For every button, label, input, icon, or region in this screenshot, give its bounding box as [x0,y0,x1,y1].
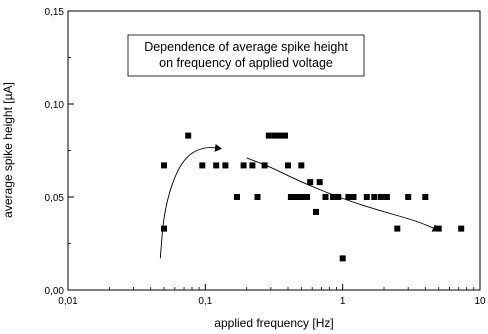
data-point [265,132,272,139]
x-axis-ticks: 0,01 0,1 1 10 [58,284,486,307]
annotation-box: Dependence of average spike height on fr… [127,34,365,77]
data-point [377,194,384,200]
trend-curve-falling [246,157,440,232]
data-point [240,162,247,169]
data-point [293,194,300,200]
x-tick-label: 0,01 [58,296,78,307]
data-point [249,162,256,169]
data-point [199,162,206,169]
data-point [422,194,429,200]
data-point [161,225,167,232]
data-point [277,132,284,139]
data-point [345,194,352,200]
data-point [394,225,401,232]
data-point [271,132,278,139]
annotation-line-2: on frequency of applied voltage [159,56,333,70]
x-tick-label: 1 [340,296,346,307]
data-point [330,194,336,200]
data-point [316,179,323,186]
data-points [161,132,465,262]
data-point [222,162,229,169]
data-point [350,194,357,200]
data-point [405,194,412,200]
data-point [383,194,390,200]
data-point [363,194,370,200]
data-point [307,179,314,186]
y-tick-label: 0,00 [45,286,65,297]
data-point [313,208,319,215]
y-tick-label: 0,15 [45,7,65,18]
data-point [322,194,329,200]
y-axis-title: average spike height [µA] [1,82,15,218]
y-axis-ticks: 0,00 0,05 0,10 0,15 [45,7,74,297]
data-point [298,194,305,200]
data-point [298,162,305,169]
data-point [371,194,378,200]
data-point [287,194,294,200]
data-point [458,225,465,232]
data-point [261,162,268,169]
x-tick-label: 0,1 [198,296,212,307]
annotation-line-1: Dependence of average spike height [144,40,348,54]
data-point [304,194,310,200]
trend-curves [159,143,440,259]
data-point [335,194,342,200]
data-point [213,162,220,169]
y-tick-label: 0,10 [45,100,65,111]
data-point [282,132,288,139]
data-point [339,255,346,262]
annotation-box-frame [127,34,365,77]
y-tick-label: 0,05 [45,193,65,204]
data-point [435,225,442,232]
trend-curve-rising [159,143,222,259]
data-point [161,162,167,169]
data-point [285,162,291,169]
x-tick-label: 10 [474,296,486,307]
data-point [234,194,240,200]
data-point [254,194,261,200]
data-point [185,132,192,139]
x-axis-title: applied frequency [Hz] [214,316,333,330]
